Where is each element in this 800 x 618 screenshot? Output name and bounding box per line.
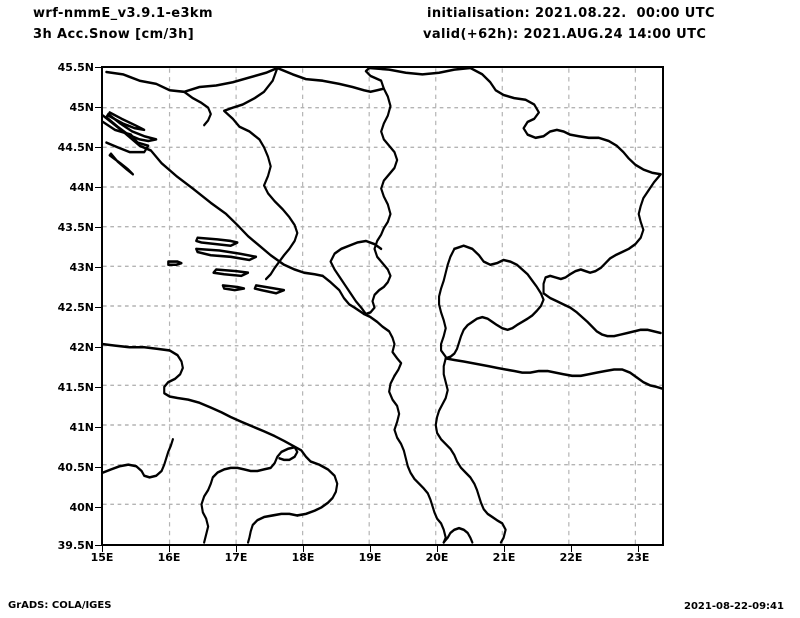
coast-dalmatia-south: [321, 274, 365, 316]
xtick-18e: [303, 546, 304, 552]
ytick-40: [95, 507, 101, 508]
xtick-20e: [437, 546, 438, 552]
coast-italy-ionian: [247, 512, 299, 544]
ytick-43-5: [95, 227, 101, 228]
border-bulgaria-macedonia: [542, 292, 662, 338]
island-cres: [105, 112, 158, 143]
xtick-label-19e: 19E: [358, 551, 382, 564]
xtick-label-17e: 17E: [224, 551, 248, 564]
xtick-22e: [571, 546, 572, 552]
coast-italy-basilicata: [200, 445, 296, 544]
ytick-label-45-5: 45.5N: [57, 61, 94, 74]
border-macedonia-greece: [444, 357, 662, 390]
xtick-16e: [169, 546, 170, 552]
map-plot-frame: [101, 66, 664, 546]
island-lastovo: [221, 284, 246, 292]
border-croatia-bosnia: [223, 68, 299, 281]
ytick-40-5: [95, 467, 101, 468]
ytick-label-41: 41N: [69, 421, 94, 434]
island-korcula: [212, 268, 250, 278]
valid-time: valid(+62h): 2021.AUG.24 14:00 UTC: [423, 27, 707, 42]
map-geography: [103, 68, 662, 544]
ytick-41-5: [95, 387, 101, 388]
island-pag: [108, 152, 135, 176]
field-subtitle: 3h Acc.Snow [cm/3h]: [33, 27, 195, 42]
coast-italy-gargano-inner: [278, 445, 299, 462]
border-slovenia-italy: [103, 120, 150, 154]
island-hvar: [195, 247, 258, 262]
coast-montenegro: [362, 312, 403, 378]
ytick-label-45: 45N: [69, 101, 94, 114]
xtick-label-18e: 18E: [291, 551, 315, 564]
coast-italy-tyrrhenian: [103, 438, 174, 479]
border-croatia-north: [105, 68, 279, 94]
xtick-label-15e: 15E: [90, 551, 114, 564]
ytick-label-40-5: 40.5N: [57, 461, 94, 474]
ytick-label-40: 40N: [69, 501, 94, 514]
xtick-label-20e: 20E: [425, 551, 449, 564]
coast-greece-northwest: [442, 526, 474, 544]
ytick-label-39-5: 39.5N: [57, 539, 94, 552]
xtick-label-23e: 23E: [626, 551, 650, 564]
xtick-label-22e: 22E: [559, 551, 583, 564]
xtick-label-21e: 21E: [492, 551, 516, 564]
model-title: wrf-nmmE_v3.9.1-e3km: [33, 6, 213, 21]
ytick-label-41-5: 41.5N: [57, 381, 94, 394]
ytick-45: [95, 107, 101, 108]
coast-italy-adriatic: [103, 342, 339, 517]
xtick-label-16e: 16E: [157, 551, 181, 564]
border-serbia-kosovo: [444, 244, 545, 360]
border-serbia-romania-danube: [469, 68, 662, 176]
ytick-label-42-5: 42.5N: [57, 301, 94, 314]
coast-istria: [103, 114, 324, 278]
ytick-label-43-5: 43.5N: [57, 221, 94, 234]
ytick-42: [95, 347, 101, 348]
ytick-44: [95, 187, 101, 188]
ytick-39-5: [95, 545, 101, 546]
initialisation-time: initialisation: 2021.08.22. 00:00 UTC: [427, 6, 715, 21]
border-serbia-croatia: [276, 68, 385, 94]
border-serbia-bulgaria: [542, 173, 662, 295]
island-brac: [195, 236, 239, 247]
ytick-label-44: 44N: [69, 181, 94, 194]
ytick-42-5: [95, 307, 101, 308]
ytick-label-42: 42N: [69, 341, 94, 354]
map-gridlines: [103, 68, 662, 544]
island-mljet: [253, 284, 286, 295]
ytick-44-5: [95, 147, 101, 148]
border-bosnia-serbia-drina: [364, 87, 399, 316]
island-krk: [107, 111, 146, 132]
render-timestamp: 2021-08-22-09:41: [684, 601, 784, 612]
ytick-label-43: 43N: [69, 261, 94, 274]
map-canvas: [103, 68, 662, 544]
ytick-41: [95, 427, 101, 428]
xtick-21e: [504, 546, 505, 552]
border-albania-macedonia: [434, 357, 507, 544]
border-hungary-croatia: [183, 90, 212, 127]
island-vis: [167, 260, 183, 267]
grads-credit: GrADS: COLA/IGES: [8, 600, 112, 611]
coast-albania: [388, 374, 447, 544]
xtick-23e: [638, 546, 639, 552]
ytick-43: [95, 267, 101, 268]
border-kosovo-west: [438, 247, 456, 359]
border-montenegro-bosnia: [329, 239, 383, 316]
xtick-15e: [102, 546, 103, 552]
xtick-17e: [236, 546, 237, 552]
xtick-19e: [370, 546, 371, 552]
border-serbia-hungary: [368, 68, 472, 76]
ytick-label-44-5: 44.5N: [57, 141, 94, 154]
ytick-45-5: [95, 67, 101, 68]
